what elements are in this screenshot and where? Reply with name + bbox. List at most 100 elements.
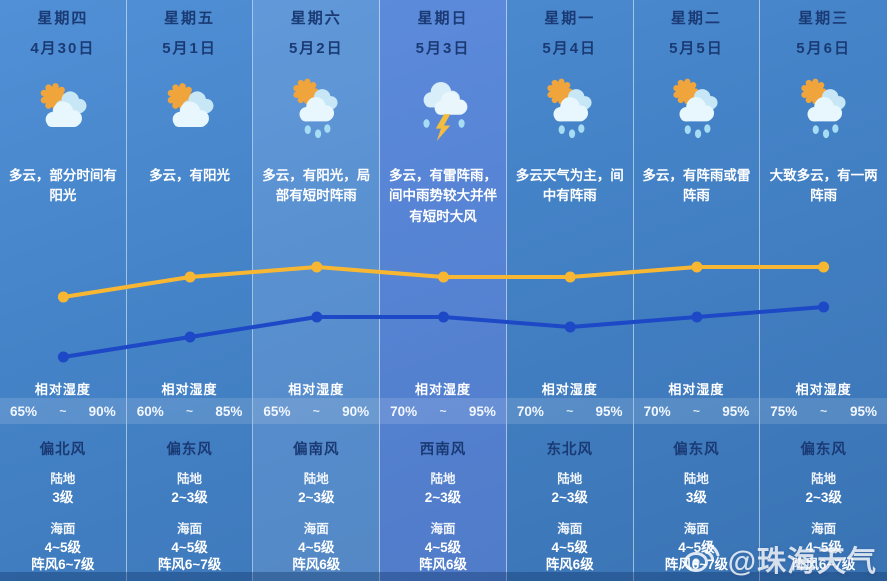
weekday-label: 星期三: [798, 10, 850, 27]
weather-description: 多云，部分时间有阳光: [8, 168, 117, 204]
humidity-range: 60% ~ 85%: [126, 398, 253, 424]
weather-description: 多云，有阳光，局部有短时阵雨: [262, 168, 371, 204]
weather-description: 多云，有阳光: [149, 168, 231, 183]
weekday-label: 星期二: [670, 10, 722, 27]
wind-direction: 东北风: [546, 442, 593, 458]
date-label: 5月3日: [415, 40, 471, 57]
weekday-label: 星期四: [37, 10, 89, 27]
sea-label: 海面: [430, 522, 456, 536]
land-label: 陆地: [557, 472, 583, 486]
date-label: 5月6日: [796, 40, 851, 57]
land-label: 陆地: [50, 472, 76, 486]
gust-level: 阵风6级: [292, 557, 341, 572]
humidity-max: 95%: [849, 403, 877, 419]
sea-wind-level: 4~5级: [44, 540, 82, 555]
humidity-range: 65% ~ 90%: [0, 398, 126, 424]
humidity-tilde: ~: [186, 404, 194, 418]
day-column[interactable]: 星期一 5月4日 多云天气为主，间中有阵雨 相对湿度 70% ~ 95% 东北风…: [506, 0, 634, 581]
sea-wind-level: 4~5级: [424, 540, 462, 555]
weekday-label: 星期五: [164, 10, 216, 27]
humidity-range: 70% ~ 95%: [506, 398, 633, 424]
day-column[interactable]: 星期六 5月2日 多云，有阳光，局部有短时阵雨 相对湿度 65% ~ 90% 偏…: [253, 0, 381, 581]
sea-label: 海面: [177, 522, 203, 536]
land-wind-level: 3级: [52, 490, 74, 505]
weather-icon: [380, 74, 506, 144]
land-label: 陆地: [177, 472, 203, 486]
sea-wind-level: 4~5级: [551, 540, 588, 555]
wind-direction: 偏北风: [39, 442, 87, 458]
humidity-tilde: ~: [312, 404, 320, 418]
gust-level: 阵风6~7级: [157, 557, 222, 572]
humidity-max: 85%: [215, 403, 243, 419]
land-label: 陆地: [430, 472, 456, 486]
sea-wind-level: 4~5级: [298, 540, 335, 555]
day-column[interactable]: 星期二 5月5日 多云，有阵雨或雷阵雨 相对湿度 70% ~ 95% 偏东风 陆…: [633, 0, 761, 581]
weather-icon: [760, 74, 887, 144]
humidity-label: 相对湿度: [34, 382, 91, 397]
humidity-label: 相对湿度: [414, 382, 471, 397]
humidity-range: 75% ~ 95%: [760, 398, 887, 424]
humidity-max: 95%: [468, 403, 496, 419]
sea-label: 海面: [50, 522, 76, 536]
humidity-range: 65% ~ 90%: [253, 398, 380, 424]
wind-direction: 偏东风: [166, 442, 213, 458]
humidity-min: 75%: [770, 403, 798, 419]
day-column[interactable]: 星期五 5月1日 多云，有阳光 相对湿度 60% ~ 85% 偏东风 陆地 2~…: [126, 0, 254, 581]
humidity-min: 65%: [10, 403, 38, 419]
land-label: 陆地: [303, 472, 329, 486]
weather-icon: [0, 74, 126, 144]
land-label: 陆地: [683, 472, 709, 486]
humidity-min: 70%: [643, 403, 671, 419]
humidity-min: 70%: [390, 403, 418, 419]
sea-label: 海面: [811, 522, 837, 536]
humidity-range: 70% ~ 95%: [380, 398, 506, 424]
wind-direction: 偏东风: [800, 442, 847, 458]
date-label: 5月5日: [669, 40, 724, 57]
day-column[interactable]: 星期三 5月6日 大致多云，有一两阵雨 相对湿度 75% ~ 95% 偏东风 陆…: [760, 0, 887, 581]
date-label: 4月30日: [30, 40, 96, 57]
humidity-tilde: ~: [59, 404, 67, 418]
day-column[interactable]: 星期日 5月3日 多云，有雷阵雨，间中雨势较大并伴有短时大风 相对湿度 70% …: [380, 0, 507, 581]
watermark[interactable]: @珠海天气: [683, 538, 877, 580]
land-wind-level: 2~3级: [805, 490, 842, 505]
humidity-tilde: ~: [439, 404, 447, 418]
wind-direction: 西南风: [419, 442, 467, 458]
wind-direction: 偏南风: [293, 442, 340, 458]
sea-label: 海面: [303, 522, 329, 536]
gust-level: 阵风6~7级: [31, 557, 95, 572]
wind-direction: 偏东风: [673, 442, 720, 458]
land-label: 陆地: [811, 472, 837, 486]
weather-description: 多云，有阵雨或雷阵雨: [642, 168, 751, 204]
sea-label: 海面: [683, 522, 709, 536]
humidity-label: 相对湿度: [161, 382, 218, 397]
humidity-tilde: ~: [692, 404, 700, 418]
humidity-max: 95%: [722, 403, 750, 419]
humidity-max: 95%: [595, 403, 623, 419]
sea-label: 海面: [557, 522, 583, 536]
weather-icon: [634, 74, 760, 144]
humidity-label: 相对湿度: [541, 382, 598, 397]
weather-icon: [127, 74, 253, 144]
weather-icon: [253, 74, 379, 144]
humidity-range: 70% ~ 95%: [633, 398, 760, 424]
humidity-min: 60%: [136, 403, 164, 419]
humidity-min: 70%: [516, 403, 544, 419]
humidity-tilde: ~: [566, 404, 574, 418]
humidity-max: 90%: [88, 403, 116, 419]
day-column[interactable]: 星期四 4月30日 多云，部分时间有阳光 相对湿度 65% ~ 90% 偏北风 …: [0, 0, 127, 581]
weibo-icon: [683, 541, 721, 578]
gust-level: 阵风6~7级: [791, 557, 856, 572]
humidity-min: 65%: [263, 403, 291, 419]
sea-wind-level: 4~5级: [805, 540, 842, 555]
land-wind-level: 3级: [685, 490, 707, 505]
date-label: 5月1日: [162, 40, 217, 57]
humidity-label: 相对湿度: [288, 382, 345, 397]
date-label: 5月2日: [288, 40, 344, 57]
humidity-max: 90%: [342, 403, 370, 419]
weather-description: 大致多云，有一两阵雨: [769, 168, 878, 204]
weekday-label: 星期一: [544, 10, 596, 27]
watermark-handle: @珠海天气: [727, 546, 877, 578]
weather-description: 多云天气为主，间中有阵雨: [515, 168, 624, 204]
sea-wind-level: 4~5级: [171, 540, 208, 555]
